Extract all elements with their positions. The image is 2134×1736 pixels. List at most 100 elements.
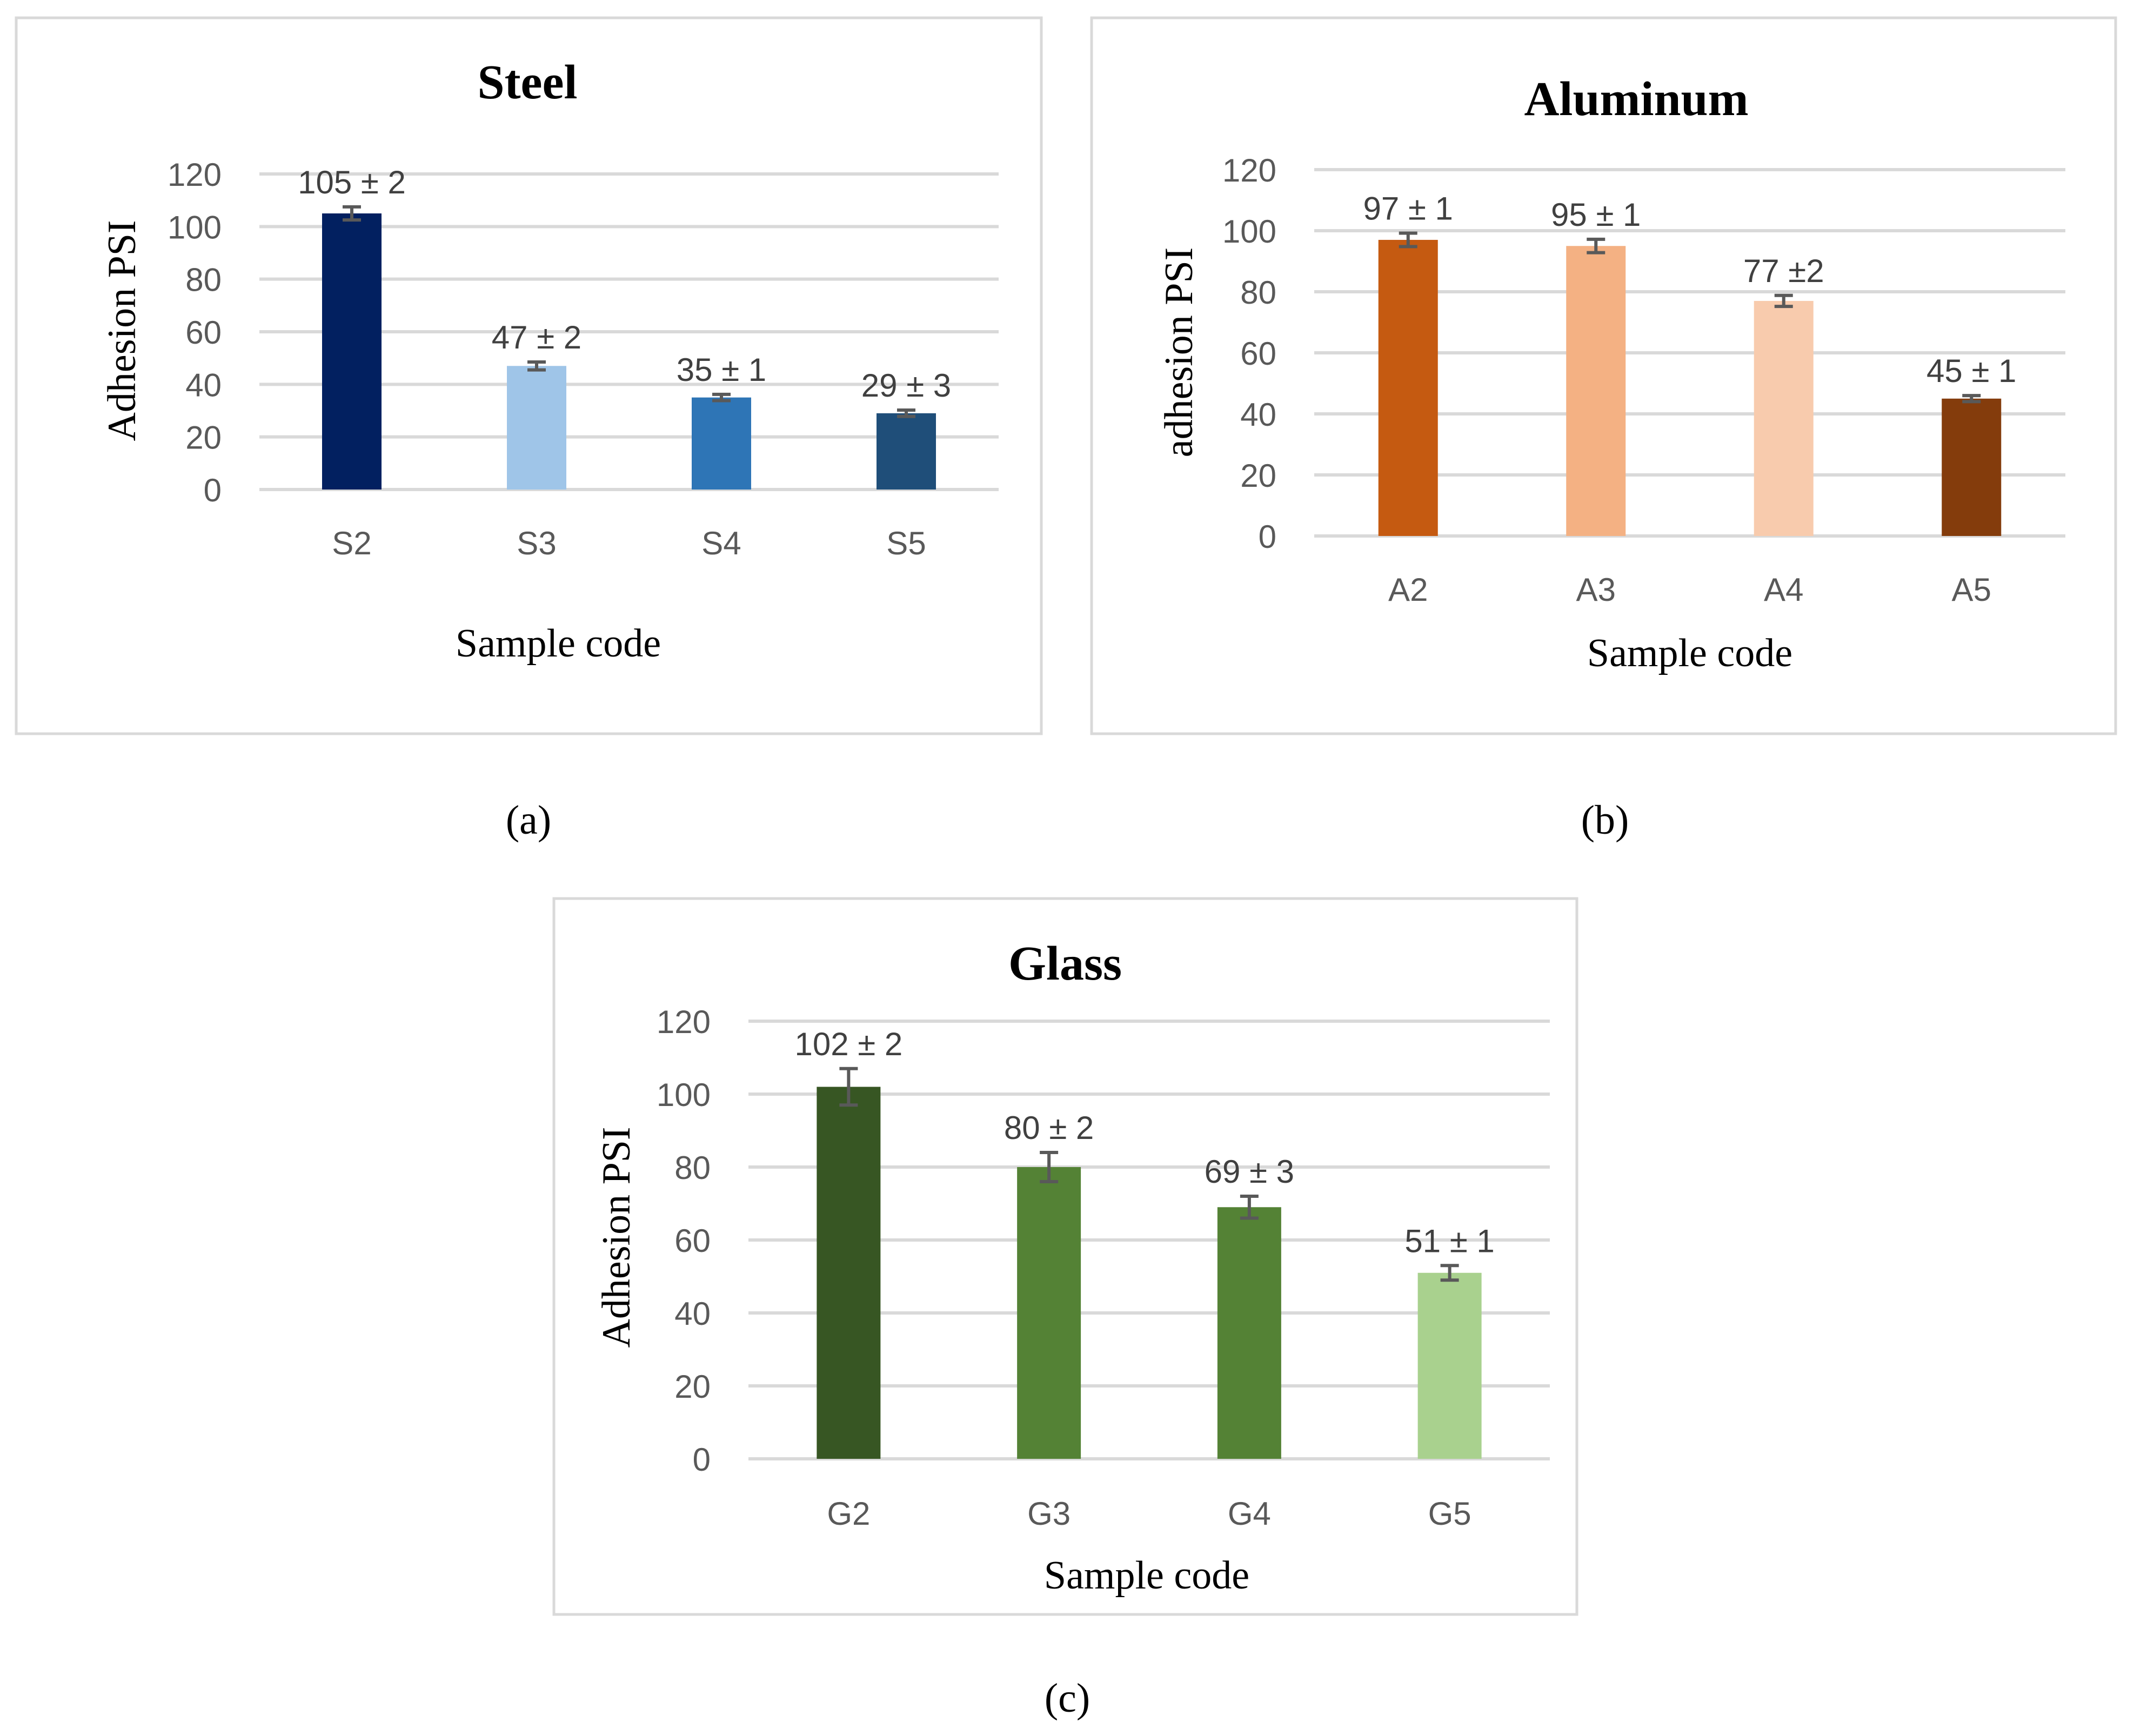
- y-axis-title: Adhesion PSI: [100, 220, 144, 441]
- y-tick-label: 60: [185, 314, 222, 351]
- bar-g2: [817, 1087, 881, 1459]
- x-tick-label: A5: [1952, 572, 1991, 608]
- y-tick-label: 100: [657, 1077, 711, 1113]
- y-tick-label: 40: [674, 1296, 711, 1332]
- x-tick-label: S4: [701, 525, 741, 561]
- gridlines: [748, 1020, 1550, 1460]
- bar-s2: [322, 213, 382, 490]
- data-label: 97 ± 1: [1363, 191, 1453, 227]
- x-tick-label: A4: [1764, 572, 1803, 608]
- data-label: 77 ±2: [1743, 253, 1824, 289]
- data-label: 102 ± 2: [795, 1026, 903, 1062]
- error-bar: [1774, 293, 1793, 309]
- x-axis-title: Sample code: [1044, 1553, 1249, 1598]
- y-tick-label: 20: [1240, 458, 1276, 494]
- error-bar: [1440, 1264, 1459, 1282]
- y-axis: 0 20 40 60 80 100 120: [1222, 152, 1276, 555]
- error-bar: [1962, 394, 1981, 404]
- bars: [322, 213, 936, 490]
- bar-a5: [1942, 398, 2002, 536]
- data-label: 51 ± 1: [1404, 1223, 1494, 1259]
- error-bars: [343, 205, 915, 418]
- error-bar: [897, 408, 915, 418]
- error-bar: [839, 1067, 858, 1107]
- error-bars: [839, 1067, 1459, 1282]
- y-tick-label: 20: [185, 420, 222, 456]
- x-tick-label: S5: [886, 525, 926, 561]
- y-axis-title: Adhesion PSI: [594, 1127, 639, 1348]
- y-tick-label: 80: [185, 262, 222, 298]
- y-tick-label: 20: [674, 1369, 711, 1405]
- data-label: 35 ± 1: [677, 352, 766, 388]
- y-tick-label: 100: [1222, 213, 1276, 250]
- error-bar: [527, 360, 546, 372]
- panel-steel: 0 20 40 60 80 100 120 105 ± 2 47 ± 2 35 ± 1 29 ± …: [15, 16, 1043, 843]
- y-tick-label: 100: [168, 209, 222, 245]
- y-tick-label: 120: [1222, 152, 1276, 189]
- data-label: 29 ± 3: [861, 367, 951, 404]
- x-axis-title: Sample code: [456, 621, 661, 666]
- bars: [1378, 239, 2002, 536]
- panel-label-a: (a): [506, 797, 551, 843]
- data-label: 47 ± 2: [492, 319, 581, 356]
- gridlines: [259, 172, 999, 491]
- bar-a3: [1566, 246, 1626, 536]
- data-label: 105 ± 2: [298, 164, 406, 200]
- bar-s4: [692, 397, 751, 490]
- data-labels: 102 ± 2 80 ± 2 69 ± 3 51 ± 1: [795, 1026, 1495, 1259]
- x-axis: G2 G3 G4 G5: [827, 1496, 1471, 1532]
- y-tick-label: 80: [674, 1150, 711, 1186]
- y-axis-title: adhesion PSI: [1157, 247, 1201, 458]
- data-labels: 97 ± 1 95 ± 1 77 ±2 45 ± 1: [1363, 191, 2017, 390]
- y-tick-label: 60: [674, 1223, 711, 1259]
- y-tick-label: 40: [1240, 397, 1276, 433]
- panel-glass: 0 20 40 60 80 100 120 102 ± 2 80 ± 2 69 ± 3 51 ± …: [552, 897, 1578, 1721]
- x-tick-label: G3: [1027, 1496, 1071, 1532]
- error-bar: [1587, 237, 1605, 254]
- data-label: 45 ± 1: [1926, 353, 2016, 389]
- bar-s3: [507, 366, 566, 490]
- data-labels: 105 ± 2 47 ± 2 35 ± 1 29 ± 3: [298, 164, 951, 404]
- x-tick-label: G5: [1428, 1496, 1471, 1532]
- x-tick-label: S2: [332, 525, 371, 561]
- x-tick-label: S3: [517, 525, 556, 561]
- error-bar: [343, 205, 361, 222]
- error-bar: [1399, 231, 1417, 249]
- y-tick-label: 80: [1240, 274, 1276, 311]
- error-bar: [1240, 1195, 1259, 1220]
- chart-title: Glass: [1008, 937, 1122, 990]
- chart-title: Steel: [478, 56, 578, 109]
- y-tick-label: 120: [168, 157, 222, 193]
- y-tick-label: 120: [657, 1004, 711, 1040]
- data-label: 80 ± 2: [1004, 1110, 1094, 1146]
- bar-g5: [1417, 1272, 1482, 1459]
- bars: [817, 1087, 1482, 1459]
- y-tick-label: 60: [1240, 336, 1276, 372]
- x-axis: S2 S3 S4 S5: [332, 525, 926, 561]
- x-tick-label: A3: [1576, 572, 1616, 608]
- x-axis-title: Sample code: [1587, 631, 1792, 675]
- panel-label-b: (b): [1581, 797, 1629, 843]
- y-tick-label: 0: [204, 472, 222, 508]
- error-bar: [712, 392, 731, 403]
- data-label: 69 ± 3: [1205, 1154, 1294, 1190]
- x-tick-label: G2: [827, 1496, 870, 1532]
- y-axis: 0 20 40 60 80 100 120: [168, 157, 222, 508]
- x-axis: A2 A3 A4 A5: [1388, 572, 1991, 608]
- chart-title: Aluminum: [1524, 72, 1748, 126]
- gridlines: [1314, 168, 2065, 538]
- x-tick-label: G4: [1228, 1496, 1271, 1532]
- y-tick-label: 0: [1259, 519, 1276, 555]
- panel-label-c: (c): [1045, 1675, 1090, 1721]
- bar-a2: [1378, 239, 1438, 536]
- data-label: 95 ± 1: [1551, 197, 1641, 233]
- bar-g3: [1017, 1167, 1081, 1459]
- bar-g4: [1217, 1207, 1281, 1459]
- error-bars: [1399, 231, 1981, 404]
- x-tick-label: A2: [1388, 572, 1428, 608]
- bar-s5: [877, 413, 936, 490]
- y-axis: 0 20 40 60 80 100 120: [657, 1004, 711, 1478]
- bar-a4: [1754, 300, 1814, 536]
